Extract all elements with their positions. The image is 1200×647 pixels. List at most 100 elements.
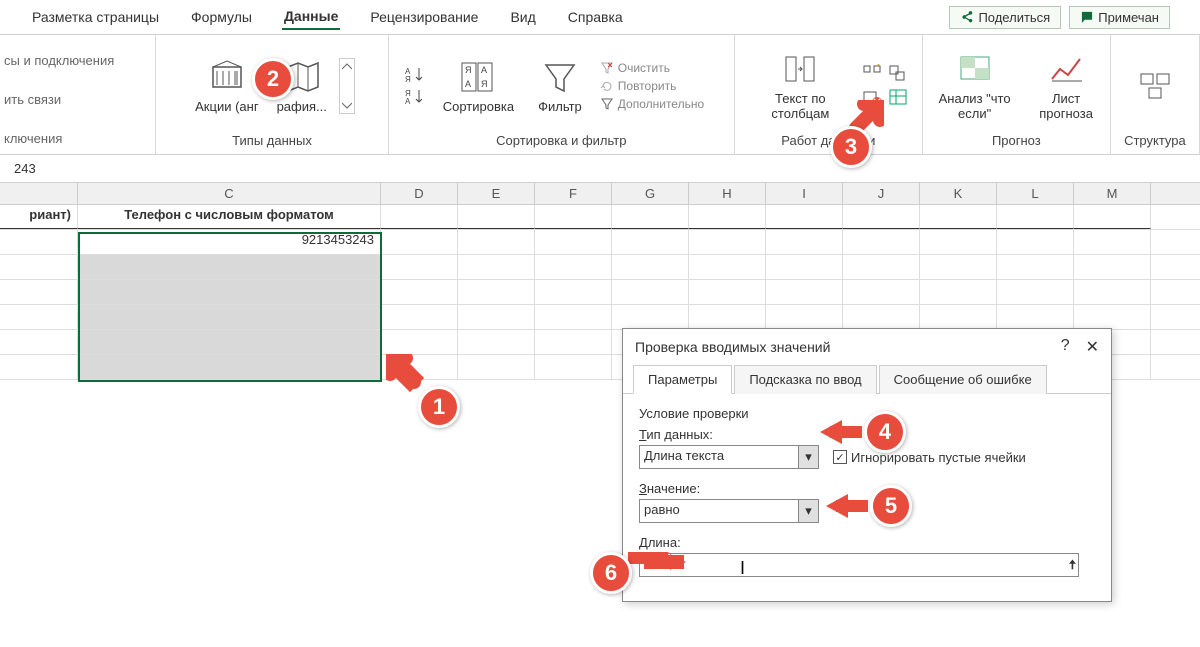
geography-button[interactable]: рафия... xyxy=(271,55,333,118)
forecast-sheet-button[interactable]: Лист прогноза xyxy=(1030,47,1101,125)
data-tools-group: Текст по столбцам Работ данными xyxy=(735,35,923,154)
tab-page-layout[interactable]: Разметка страницы xyxy=(30,5,161,29)
advanced-label: Дополнительно xyxy=(618,97,704,111)
length-value: 10 xyxy=(646,556,660,571)
comment-icon xyxy=(1080,10,1094,24)
filter-icon xyxy=(540,59,580,95)
data-validation-dialog: Проверка вводимых значений ? ✕ Параметры… xyxy=(622,328,1112,602)
flash-fill-icon[interactable] xyxy=(862,64,884,84)
formula-value[interactable]: 243 xyxy=(6,159,44,178)
col-header-d[interactable]: D xyxy=(381,183,458,204)
reapply-label: Повторить xyxy=(618,79,677,93)
col-header-i[interactable]: I xyxy=(766,183,843,204)
data-tools-label: Работ данными xyxy=(743,133,914,150)
forecast-group-label: Прогноз xyxy=(931,133,1102,150)
types-dropdown[interactable] xyxy=(339,58,355,114)
svg-text:A: A xyxy=(465,79,471,89)
tab-help[interactable]: Справка xyxy=(566,5,625,29)
svg-text:A: A xyxy=(481,65,487,75)
forecast-group: Анализ "что если" Лист прогноза Прогноз xyxy=(923,35,1111,154)
range-picker-icon[interactable]: 🠥 xyxy=(1069,556,1076,578)
remove-duplicates-icon[interactable] xyxy=(888,64,910,84)
cell-c-header[interactable]: Телефон с числовым форматом xyxy=(78,205,381,229)
tab-view[interactable]: Вид xyxy=(508,5,537,29)
stocks-icon xyxy=(207,59,247,95)
data-validation-icon[interactable] xyxy=(862,88,884,108)
length-input[interactable]: 10 🠥 xyxy=(639,553,1079,577)
text-to-columns-button[interactable]: Текст по столбцам xyxy=(747,47,854,125)
clear-filter-button[interactable]: Очистить xyxy=(600,61,704,75)
ignore-blank-checkbox[interactable]: ✓ Игнорировать пустые ячейки xyxy=(833,450,1026,465)
chevron-down-icon: ▾ xyxy=(798,446,818,468)
svg-text:Я: Я xyxy=(481,79,488,89)
connections-fragment: сы и подключения ить связи ключения xyxy=(0,35,156,154)
chevron-up-icon xyxy=(342,63,352,71)
types-group-label: Типы данных xyxy=(164,133,379,150)
chevron-down-icon xyxy=(342,101,352,109)
col-header-e[interactable]: E xyxy=(458,183,535,204)
dialog-tab-error-msg[interactable]: Сообщение об ошибке xyxy=(879,365,1047,394)
operator-select[interactable]: равно ▾ xyxy=(639,499,819,523)
text-to-cols-label: Текст по столбцам xyxy=(753,91,848,121)
operator-label: Значение: xyxy=(639,481,1095,496)
col-header-g[interactable]: G xyxy=(612,183,689,204)
validation-criteria-label: Условие проверки xyxy=(639,406,1095,421)
ribbon-body: сы и подключения ить связи ключения Акци… xyxy=(0,35,1200,155)
dialog-tab-input-msg[interactable]: Подсказка по ввод xyxy=(734,365,876,394)
table-row[interactable] xyxy=(381,205,458,229)
close-icon[interactable]: ✕ xyxy=(1086,337,1099,357)
help-icon[interactable]: ? xyxy=(1061,337,1070,357)
col-header-k[interactable]: K xyxy=(920,183,997,204)
svg-text:Я: Я xyxy=(465,65,472,75)
frag-line-3: ключения xyxy=(4,131,151,146)
share-icon xyxy=(960,10,974,24)
filter-label: Фильтр xyxy=(538,99,582,114)
col-header-f[interactable]: F xyxy=(535,183,612,204)
frag-line-1: сы и подключения xyxy=(4,53,151,68)
clear-label: Очистить xyxy=(618,61,670,75)
group-icon[interactable] xyxy=(1137,70,1173,102)
col-header-j[interactable]: J xyxy=(843,183,920,204)
filter-button[interactable]: Фильтр xyxy=(532,55,588,118)
sort-filter-group: AЯ ЯA ЯAAЯ Сортировка Фильтр Очистить По… xyxy=(389,35,735,154)
cell-c2[interactable]: 9213453243 xyxy=(78,230,381,254)
sort-button[interactable]: ЯAAЯ Сортировка xyxy=(437,55,520,118)
ribbon-tabs: Разметка страницы Формулы Данные Рецензи… xyxy=(0,0,1200,35)
cell-b-header[interactable]: риант) xyxy=(0,205,78,229)
col-header-h[interactable]: H xyxy=(689,183,766,204)
text-to-columns-icon xyxy=(780,51,820,87)
col-header-c[interactable]: C xyxy=(78,183,381,204)
consolidate-icon[interactable] xyxy=(888,88,910,108)
tab-review[interactable]: Рецензирование xyxy=(368,5,480,29)
share-button[interactable]: Поделиться xyxy=(949,6,1061,29)
col-header-l[interactable]: L xyxy=(997,183,1074,204)
tab-data[interactable]: Данные xyxy=(282,4,340,30)
table-row: 9213453243 xyxy=(0,230,1200,255)
type-select[interactable]: Длина текста ▾ xyxy=(639,445,819,469)
comments-button[interactable]: Примечан xyxy=(1069,6,1170,29)
operator-value: равно xyxy=(644,502,680,517)
col-header-m[interactable]: M xyxy=(1074,183,1151,204)
whatif-label: Анализ "что если" xyxy=(937,91,1013,121)
tab-formulas[interactable]: Формулы xyxy=(189,5,254,29)
forecast-sheet-label: Лист прогноза xyxy=(1036,91,1095,121)
whatif-button[interactable]: Анализ "что если" xyxy=(931,47,1019,125)
sort-group-label: Сортировка и фильтр xyxy=(397,133,726,150)
type-label: Тип данных: xyxy=(639,427,1095,442)
dialog-title-text: Проверка вводимых значений xyxy=(635,339,830,355)
svg-text:Я: Я xyxy=(405,75,411,84)
stocks-button[interactable]: Акции (анг xyxy=(189,55,264,118)
checkbox-icon: ✓ xyxy=(833,450,847,464)
geography-label: рафия... xyxy=(277,99,327,114)
reapply-button[interactable]: Повторить xyxy=(600,79,704,93)
comments-label: Примечан xyxy=(1098,10,1159,25)
col-header-blank[interactable] xyxy=(0,183,78,204)
advanced-filter-button[interactable]: Дополнительно xyxy=(600,97,704,111)
frag-line-2: ить связи xyxy=(4,92,151,107)
sort-asc-button[interactable]: AЯ ЯA xyxy=(403,66,425,106)
dialog-titlebar[interactable]: Проверка вводимых значений ? ✕ xyxy=(623,329,1111,365)
dialog-tab-params[interactable]: Параметры xyxy=(633,365,732,394)
sort-desc-icon: ЯA xyxy=(403,88,425,106)
text-cursor-icon: I xyxy=(740,558,745,579)
data-types-group: Акции (анг рафия... Типы данных xyxy=(156,35,388,154)
